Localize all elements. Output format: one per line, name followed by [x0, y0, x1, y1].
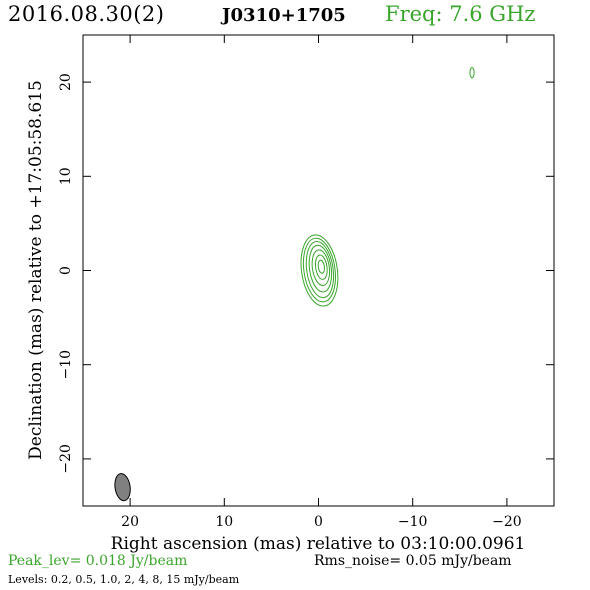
contour-line — [311, 249, 331, 286]
x-tick-label: 0 — [314, 514, 323, 530]
contour-line — [305, 241, 335, 299]
axis-ticks — [83, 35, 554, 506]
contour-line — [300, 234, 339, 307]
contour-line — [317, 259, 325, 274]
y-tick-label: 0 — [58, 266, 74, 275]
beam-ellipse — [114, 473, 131, 502]
contour-line — [314, 254, 328, 280]
y-tick-label: −20 — [58, 444, 74, 474]
contour-line — [308, 244, 333, 293]
x-axis-label: Right ascension (mas) relative to 03:10:… — [111, 534, 526, 554]
contour-levels: Levels: 0.2, 0.5, 1.0, 2, 4, 8, 15 mJy/b… — [8, 573, 240, 586]
y-tick-label: 10 — [58, 167, 74, 185]
contour-line — [302, 237, 336, 303]
frequency-label: Freq: 7.6 GHz — [385, 2, 536, 26]
contour-line — [469, 66, 475, 79]
rms-noise: Rms_noise= 0.05 mJy/beam — [314, 553, 512, 569]
contour-group — [300, 66, 475, 307]
y-tick-label: −10 — [58, 350, 74, 380]
y-axis-label: Declination (mas) relative to +17:05:58.… — [26, 80, 46, 460]
source-name: J0310+1705 — [222, 5, 346, 26]
y-tick-label: 20 — [58, 73, 74, 91]
plot-frame — [82, 34, 555, 507]
x-tick-label: −20 — [492, 514, 522, 530]
peak-level: Peak_lev= 0.018 Jy/beam — [8, 553, 188, 569]
observation-date: 2016.08.30(2) — [8, 2, 165, 26]
beam-group — [114, 473, 131, 502]
axis-tick-labels: 20 10 0 −10 −20 20 10 0 −10 −20 — [58, 73, 522, 530]
x-tick-label: −10 — [398, 514, 428, 530]
x-tick-label: 20 — [121, 514, 139, 530]
x-tick-label: 10 — [215, 514, 233, 530]
